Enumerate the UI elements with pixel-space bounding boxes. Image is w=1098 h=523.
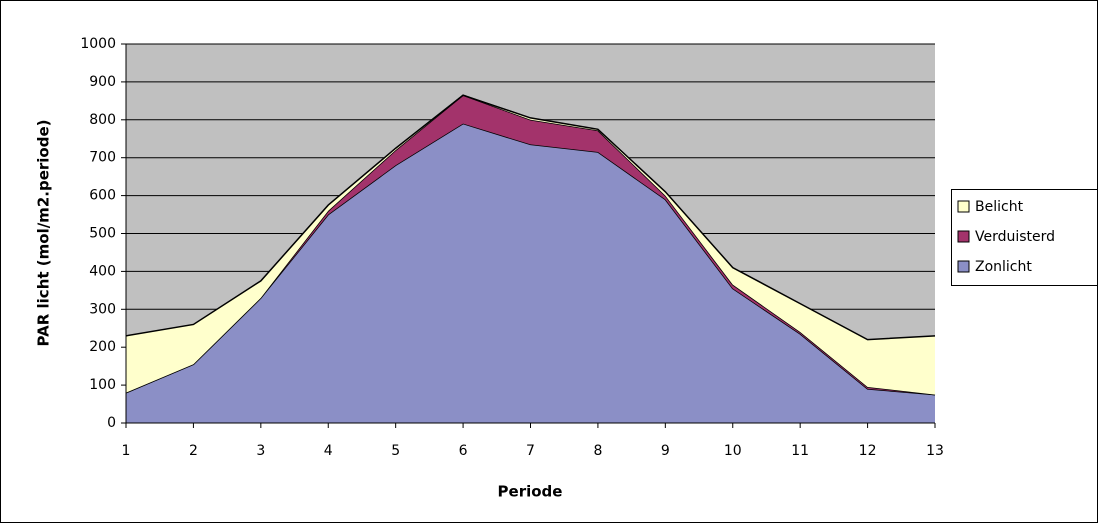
legend-swatch (957, 200, 970, 213)
y-axis-label: PAR licht (mol/m2.periode) (35, 120, 53, 347)
y-tick-label: 600 (89, 188, 116, 204)
x-tick-label: 6 (459, 443, 468, 459)
y-tick-label: 200 (89, 339, 116, 355)
x-tick-label: 4 (324, 443, 333, 459)
y-tick-label: 100 (89, 377, 116, 393)
area-edge (125, 94, 936, 341)
x-tick-label: 9 (661, 443, 670, 459)
x-tick-label: 8 (593, 443, 602, 459)
y-tick-label: 300 (89, 301, 116, 317)
legend-swatch (957, 260, 970, 273)
x-axis-label: Periode (498, 483, 563, 501)
legend-label: Belicht (975, 199, 1024, 215)
area (126, 95, 935, 395)
x-tick-label: 10 (724, 443, 742, 459)
y-tick-label: 800 (89, 112, 116, 128)
x-tick-label: 7 (526, 443, 535, 459)
x-tick-label: 12 (859, 443, 877, 459)
legend (951, 189, 1098, 286)
y-tick-label: 900 (89, 74, 116, 90)
y-tick-label: 400 (89, 263, 116, 279)
legend-swatch (957, 230, 970, 243)
legend-label: Zonlicht (975, 259, 1032, 275)
y-tick-label: 500 (89, 226, 116, 242)
x-tick-label: 2 (189, 443, 198, 459)
x-tick-label: 13 (926, 443, 944, 459)
legend-label: Verduisterd (975, 229, 1055, 245)
y-tick-label: 700 (89, 150, 116, 166)
y-tick-label: 1000 (80, 36, 116, 52)
x-tick-label: 5 (391, 443, 400, 459)
x-tick-label: 1 (122, 443, 131, 459)
x-tick-label: 11 (791, 443, 809, 459)
x-tick-label: 3 (256, 443, 265, 459)
area (126, 123, 935, 423)
y-tick-label: 0 (107, 415, 116, 431)
